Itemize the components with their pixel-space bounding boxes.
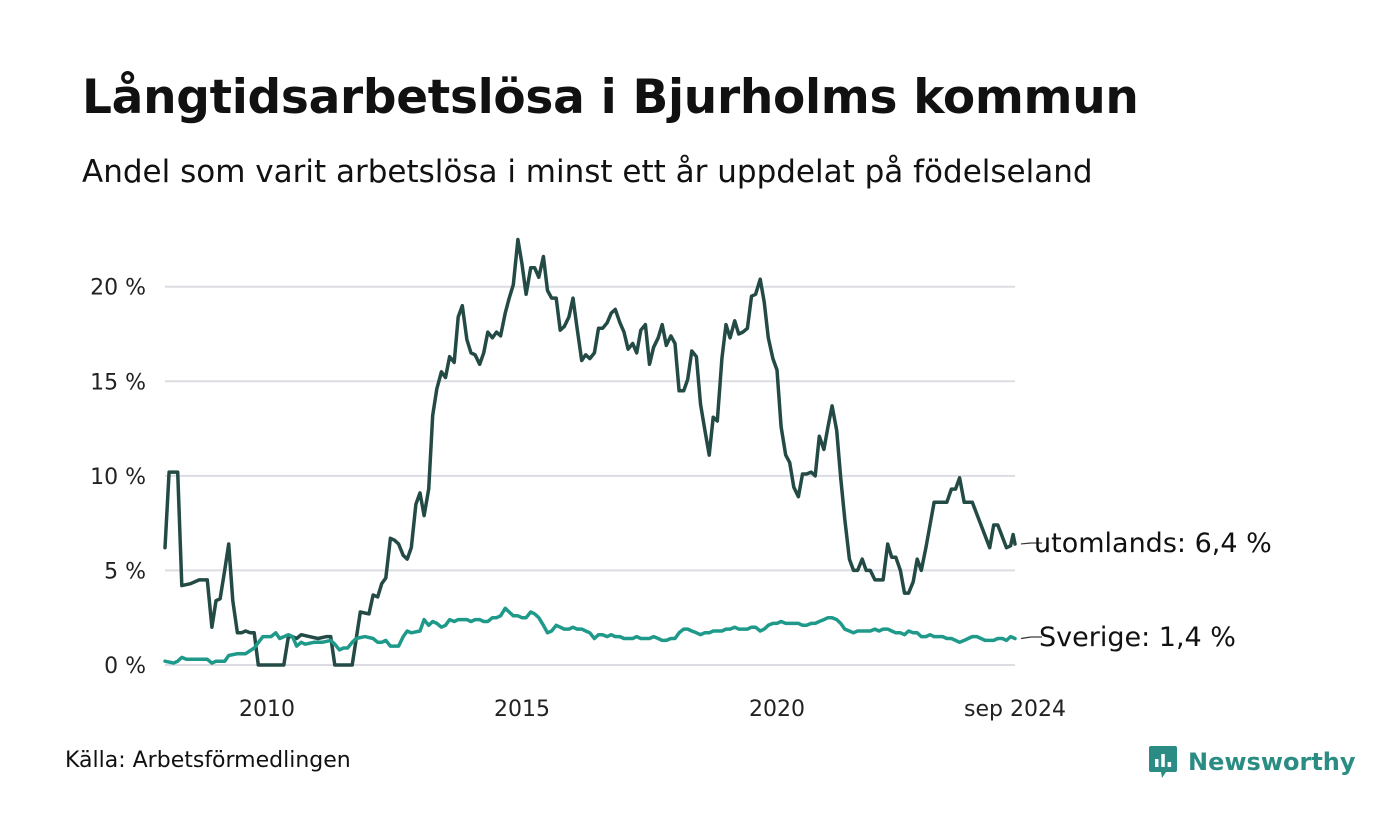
x-axis-tick-labels: 2010 2015 2020 sep 2024 (239, 697, 1066, 722)
series-end-labels: utomlands: 6,4 % Sverige: 1,4 % (1020, 528, 1272, 653)
y-axis-tick-labels: 0 % 5 % 10 % 15 % 20 % (90, 276, 146, 679)
brand-name: Newsworthy (1188, 748, 1356, 776)
newsworthy-logo-icon (1149, 746, 1177, 778)
y-tick-label: 0 % (104, 654, 146, 679)
y-tick-label: 10 % (90, 465, 146, 490)
y-tick-label: 20 % (90, 276, 146, 301)
chart-title: Långtidsarbetslösa i Bjurholms kommun (82, 70, 1139, 125)
series-end-label-sverige: Sverige: 1,4 % (1039, 622, 1236, 653)
x-tick-label: 2010 (239, 697, 295, 722)
series-lines (163, 237, 1017, 667)
y-tick-label: 15 % (90, 370, 146, 395)
newsworthy-logo[interactable]: Newsworthy (1148, 744, 1356, 780)
y-tick-label: 5 % (104, 559, 146, 584)
label-leader (1020, 542, 1032, 545)
series-line-sverige (163, 606, 1017, 665)
source-note: Källa: Arbetsförmedlingen (65, 748, 351, 773)
x-tick-label: sep 2024 (964, 697, 1066, 722)
series-line-utomlands (163, 237, 1017, 667)
gridlines (165, 285, 1015, 666)
x-tick-label: 2020 (749, 697, 805, 722)
x-tick-label: 2015 (494, 697, 550, 722)
chart-subtitle: Andel som varit arbetslösa i minst ett å… (82, 154, 1093, 190)
series-end-label-utomlands: utomlands: 6,4 % (1034, 528, 1272, 559)
label-leader (1020, 636, 1032, 640)
